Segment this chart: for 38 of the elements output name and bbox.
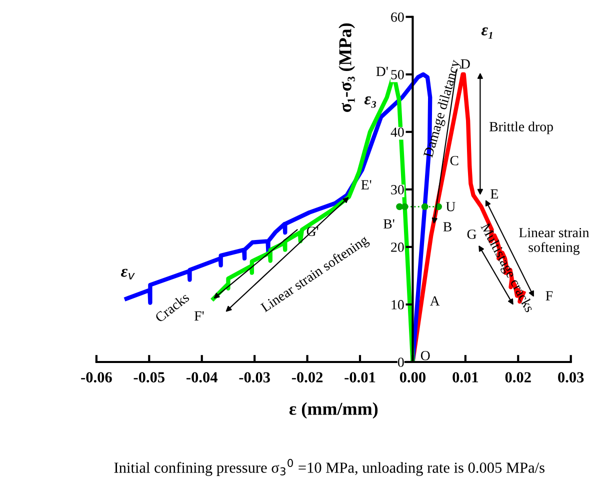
x-tick-label: 0.03: [558, 372, 584, 383]
y-tick-label: 30: [391, 185, 404, 194]
annotation: F': [194, 311, 204, 320]
y-tick-label: 10: [392, 300, 404, 310]
y-tick-label: 60: [391, 12, 404, 22]
y-tick-label: 50: [391, 70, 404, 80]
annotation: ε₁: [481, 27, 492, 39]
annotation: U: [446, 202, 456, 212]
x-tick-label: -0.04: [186, 372, 218, 383]
text: Initial confining pressure σ$_{3}$$^{0}$ =10 MPa, unloading rate is 0.005 MPa/s: [114, 458, 544, 476]
annotation: C: [450, 156, 458, 166]
y-tick-label: 40: [390, 127, 404, 137]
annotation: Brittle drop: [489, 122, 553, 134]
x-tick-label: 0.01: [452, 372, 478, 383]
x-tick-label: -0.05: [134, 372, 165, 383]
annotation: ε₃: [364, 96, 376, 108]
x-tick-label: -0.02: [292, 372, 323, 383]
annotation: E: [490, 189, 498, 199]
x-tick-label: 0.00: [400, 372, 426, 383]
annotation: B': [384, 219, 394, 228]
annotation: A: [430, 296, 440, 306]
x-tick-label: -0.01: [344, 372, 376, 383]
annotation: F: [546, 291, 553, 300]
annotation: E': [361, 180, 372, 190]
x-tick-label: 0.02: [505, 372, 531, 383]
annotation: G: [467, 230, 476, 239]
annotation: O: [420, 350, 430, 360]
x-tick-label: -0.03: [239, 372, 270, 383]
annotation: Linear strain softening: [519, 228, 590, 255]
annotation: D': [376, 66, 388, 76]
y-tick-label: 20: [391, 242, 404, 252]
annotation: B: [443, 222, 452, 232]
y-axis-title: σ₁-σ₃ (MPa): [338, 23, 356, 112]
y-tick-label: 0: [398, 358, 404, 367]
x-axis-title: ε (mm/mm): [289, 402, 378, 419]
annotation: D: [460, 59, 470, 69]
x-tick-label: -0.06: [81, 372, 112, 383]
annotation: ε$_{v}$: [121, 268, 135, 280]
